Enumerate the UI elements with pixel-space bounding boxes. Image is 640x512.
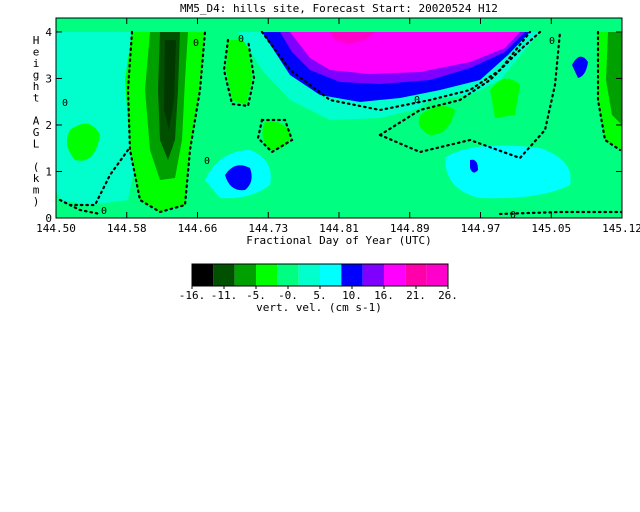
contour-far-right xyxy=(596,30,622,152)
colorbar-swatch xyxy=(192,264,214,286)
green-region-left xyxy=(66,123,100,161)
chart-title: MM5_D4: hills site, Forecast Start: 2002… xyxy=(180,2,498,15)
contour-label: 0 xyxy=(510,210,516,221)
contour-upper xyxy=(260,30,532,112)
contour-mid2 xyxy=(256,118,294,154)
colorbar-tick-label: -0. xyxy=(278,289,298,302)
contour-right2 xyxy=(378,30,562,160)
y-tick-label: 3 xyxy=(45,72,52,85)
zero-contours xyxy=(58,30,622,216)
contour-labels: 0 0 0 0 0 0 0 0 xyxy=(62,34,555,221)
colorbar-tick-label: -11. xyxy=(211,289,238,302)
x-tick-label: 145.05 xyxy=(531,222,571,235)
colorbar-swatch xyxy=(277,264,299,286)
green-region-right xyxy=(418,106,455,135)
colorbar-swatch xyxy=(256,264,278,286)
x-axis-label: Fractional Day of Year (UTC) xyxy=(246,234,431,247)
contour-label: 0 xyxy=(62,98,68,109)
blue-region-bottom-mid xyxy=(225,165,252,191)
y-tick-label: 2 xyxy=(45,119,52,132)
contour-label: 0 xyxy=(414,95,420,106)
colorbar-swatch xyxy=(405,264,427,286)
colorbar-swatch xyxy=(234,264,256,286)
dark-green-region-far-right xyxy=(606,32,622,125)
colorbar-swatch xyxy=(298,264,320,286)
x-tick-label: 144.89 xyxy=(390,222,430,235)
colorbar-tick-label: 16. xyxy=(374,289,394,302)
y-axis: 0 1 2 3 4 xyxy=(45,26,622,225)
pink-region-top xyxy=(330,32,375,44)
colorbar-swatch xyxy=(362,264,384,286)
darkest-green-region xyxy=(164,40,176,130)
colorbar-swatch xyxy=(320,264,342,286)
contour-trough xyxy=(126,30,207,214)
contour-label: 0 xyxy=(101,206,107,217)
colorbar-tick-label: 5. xyxy=(313,289,326,302)
plot-area xyxy=(56,18,622,218)
x-tick-label: 145.12 xyxy=(602,222,640,235)
colorbar-swatch xyxy=(426,264,448,286)
cyan-region-bottom-right xyxy=(445,145,571,199)
colorbar-swatch xyxy=(384,264,406,286)
x-tick-label: 144.73 xyxy=(248,222,288,235)
colorbar-swatch xyxy=(213,264,235,286)
colorbar-tick-label: 26. xyxy=(438,289,458,302)
x-tick-label: 144.50 xyxy=(36,222,76,235)
x-tick-label: 144.58 xyxy=(107,222,147,235)
x-axis: 144.50 144.58 144.66 144.73 144.81 144.89 144.… xyxy=(36,18,640,235)
y-tick-label: 0 xyxy=(45,212,52,225)
x-tick-label: 144.81 xyxy=(319,222,359,235)
colorbar-label: vert. vel. (cm s-1) xyxy=(256,301,382,314)
contour-label: 0 xyxy=(193,38,199,49)
contour-right xyxy=(378,30,542,137)
blue-spot-upper-right xyxy=(572,56,588,78)
contour-label: 0 xyxy=(549,36,555,47)
colorbar-tick-label: 10. xyxy=(342,289,362,302)
colorbar-tick-label: 21. xyxy=(406,289,426,302)
contour-bottom xyxy=(58,198,622,216)
blue-spot-right xyxy=(470,159,478,173)
green-region-mid2 xyxy=(262,121,292,151)
contour-label: 0 xyxy=(204,156,210,167)
contour-mid xyxy=(222,38,256,108)
contour-left-lobe xyxy=(68,148,130,207)
green-region-mid1 xyxy=(226,40,252,105)
colorbar-tick-label: -5. xyxy=(246,289,266,302)
y-tick-label: 4 xyxy=(45,26,52,39)
y-tick-label: 1 xyxy=(45,165,52,178)
colorbar: -16. -11. -5. -0. 5. 10. 16. 21. 26. xyxy=(179,263,458,302)
contour-label: 0 xyxy=(238,34,244,45)
x-tick-label: 144.97 xyxy=(461,222,501,235)
x-tick-label: 144.66 xyxy=(178,222,218,235)
green-region-right2 xyxy=(490,78,520,118)
colorbar-swatch xyxy=(341,264,363,286)
colorbar-tick-label: -16. xyxy=(179,289,206,302)
